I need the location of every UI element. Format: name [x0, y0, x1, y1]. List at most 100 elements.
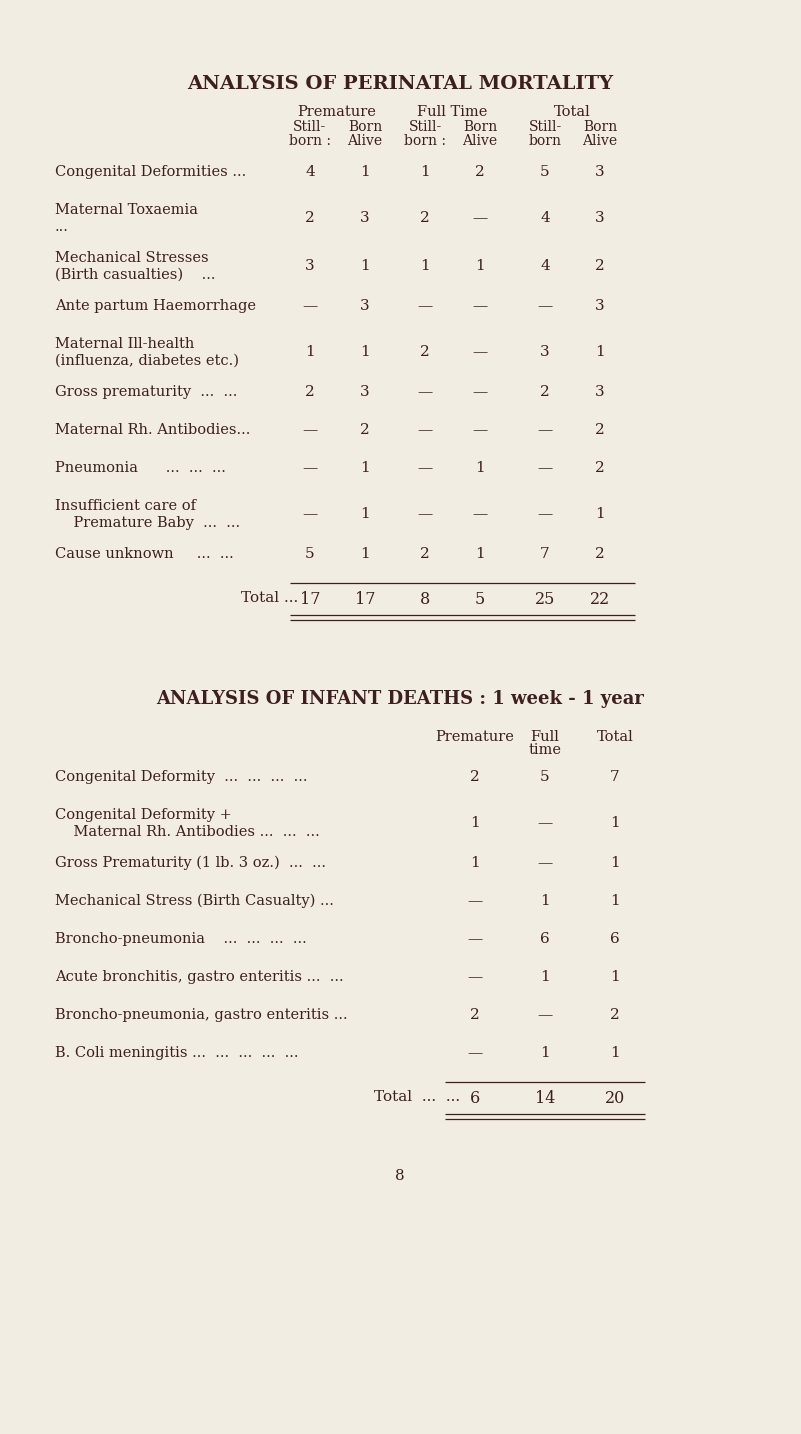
Text: —: —: [537, 508, 553, 521]
Text: 2: 2: [360, 423, 370, 437]
Text: Mechanical Stress (Birth Casualty) ...: Mechanical Stress (Birth Casualty) ...: [55, 893, 334, 908]
Text: 1: 1: [610, 816, 620, 830]
Text: 1: 1: [360, 346, 370, 358]
Text: 1: 1: [610, 893, 620, 908]
Text: —: —: [302, 300, 318, 313]
Text: Acute bronchitis, gastro enteritis ...  ...: Acute bronchitis, gastro enteritis ... .…: [55, 969, 344, 984]
Text: 2: 2: [595, 460, 605, 475]
Text: —: —: [417, 300, 433, 313]
Text: 1: 1: [475, 260, 485, 272]
Text: —: —: [537, 300, 553, 313]
Text: —: —: [473, 300, 488, 313]
Text: 3: 3: [595, 165, 605, 179]
Text: Full: Full: [530, 730, 559, 744]
Text: 4: 4: [305, 165, 315, 179]
Text: 1: 1: [360, 165, 370, 179]
Text: 1: 1: [360, 546, 370, 561]
Text: Maternal Rh. Antibodies...: Maternal Rh. Antibodies...: [55, 423, 251, 437]
Text: 1: 1: [595, 346, 605, 358]
Text: time: time: [529, 743, 562, 757]
Text: 25: 25: [535, 591, 555, 608]
Text: (influenza, diabetes etc.): (influenza, diabetes etc.): [55, 354, 239, 369]
Text: 14: 14: [535, 1090, 555, 1107]
Text: 6: 6: [540, 932, 549, 946]
Text: Premature: Premature: [297, 105, 376, 119]
Text: —: —: [417, 508, 433, 521]
Text: —: —: [302, 508, 318, 521]
Text: Total ...: Total ...: [241, 591, 298, 605]
Text: 1: 1: [421, 260, 430, 272]
Text: 3: 3: [595, 384, 605, 399]
Text: 2: 2: [470, 1008, 480, 1022]
Text: 5: 5: [540, 770, 549, 784]
Text: —: —: [467, 932, 483, 946]
Text: 17: 17: [300, 591, 320, 608]
Text: 6: 6: [470, 1090, 480, 1107]
Text: Born: Born: [348, 120, 382, 133]
Text: born :: born :: [404, 133, 446, 148]
Text: Still-: Still-: [529, 120, 562, 133]
Text: —: —: [473, 508, 488, 521]
Text: 1: 1: [595, 508, 605, 521]
Text: 1: 1: [610, 856, 620, 870]
Text: Broncho-pneumonia    ...  ...  ...  ...: Broncho-pneumonia ... ... ... ...: [55, 932, 307, 946]
Text: Premature Baby  ...  ...: Premature Baby ... ...: [55, 516, 240, 531]
Text: 1: 1: [610, 1045, 620, 1060]
Text: Premature: Premature: [436, 730, 514, 744]
Text: 2: 2: [470, 770, 480, 784]
Text: —: —: [302, 423, 318, 437]
Text: —: —: [537, 1008, 553, 1022]
Text: B. Coli meningitis ...  ...  ...  ...  ...: B. Coli meningitis ... ... ... ... ...: [55, 1045, 299, 1060]
Text: —: —: [302, 460, 318, 475]
Text: 7: 7: [610, 770, 620, 784]
Text: 5: 5: [475, 591, 485, 608]
Text: 1: 1: [540, 1045, 549, 1060]
Text: 2: 2: [595, 546, 605, 561]
Text: Gross prematurity  ...  ...: Gross prematurity ... ...: [55, 384, 237, 399]
Text: 1: 1: [470, 816, 480, 830]
Text: 17: 17: [355, 591, 375, 608]
Text: Broncho-pneumonia, gastro enteritis ...: Broncho-pneumonia, gastro enteritis ...: [55, 1008, 348, 1022]
Text: 1: 1: [610, 969, 620, 984]
Text: 3: 3: [360, 211, 370, 225]
Text: 3: 3: [360, 384, 370, 399]
Text: 2: 2: [595, 423, 605, 437]
Text: Mechanical Stresses: Mechanical Stresses: [55, 251, 208, 265]
Text: Ante partum Haemorrhage: Ante partum Haemorrhage: [55, 300, 256, 313]
Text: 2: 2: [421, 546, 430, 561]
Text: 3: 3: [595, 300, 605, 313]
Text: Born: Born: [583, 120, 617, 133]
Text: Still-: Still-: [409, 120, 441, 133]
Text: Alive: Alive: [462, 133, 497, 148]
Text: Total  ...  ...: Total ... ...: [374, 1090, 460, 1104]
Text: 4: 4: [540, 260, 549, 272]
Text: 8: 8: [420, 591, 430, 608]
Text: 1: 1: [305, 346, 315, 358]
Text: —: —: [537, 423, 553, 437]
Text: ...: ...: [55, 219, 69, 234]
Text: —: —: [467, 1045, 483, 1060]
Text: —: —: [417, 423, 433, 437]
Text: —: —: [537, 460, 553, 475]
Text: Congenital Deformities ...: Congenital Deformities ...: [55, 165, 246, 179]
Text: 2: 2: [305, 211, 315, 225]
Text: 5: 5: [305, 546, 315, 561]
Text: —: —: [467, 969, 483, 984]
Text: 2: 2: [475, 165, 485, 179]
Text: 1: 1: [360, 260, 370, 272]
Text: Alive: Alive: [348, 133, 383, 148]
Text: 1: 1: [470, 856, 480, 870]
Text: 7: 7: [540, 546, 549, 561]
Text: 4: 4: [540, 211, 549, 225]
Text: —: —: [537, 816, 553, 830]
Text: Alive: Alive: [582, 133, 618, 148]
Text: 22: 22: [590, 591, 610, 608]
Text: Cause unknown     ...  ...: Cause unknown ... ...: [55, 546, 234, 561]
Text: Maternal Ill-health: Maternal Ill-health: [55, 337, 195, 351]
Text: 2: 2: [595, 260, 605, 272]
Text: 8: 8: [395, 1169, 405, 1183]
Text: 3: 3: [360, 300, 370, 313]
Text: 1: 1: [421, 165, 430, 179]
Text: Total: Total: [553, 105, 590, 119]
Text: 3: 3: [595, 211, 605, 225]
